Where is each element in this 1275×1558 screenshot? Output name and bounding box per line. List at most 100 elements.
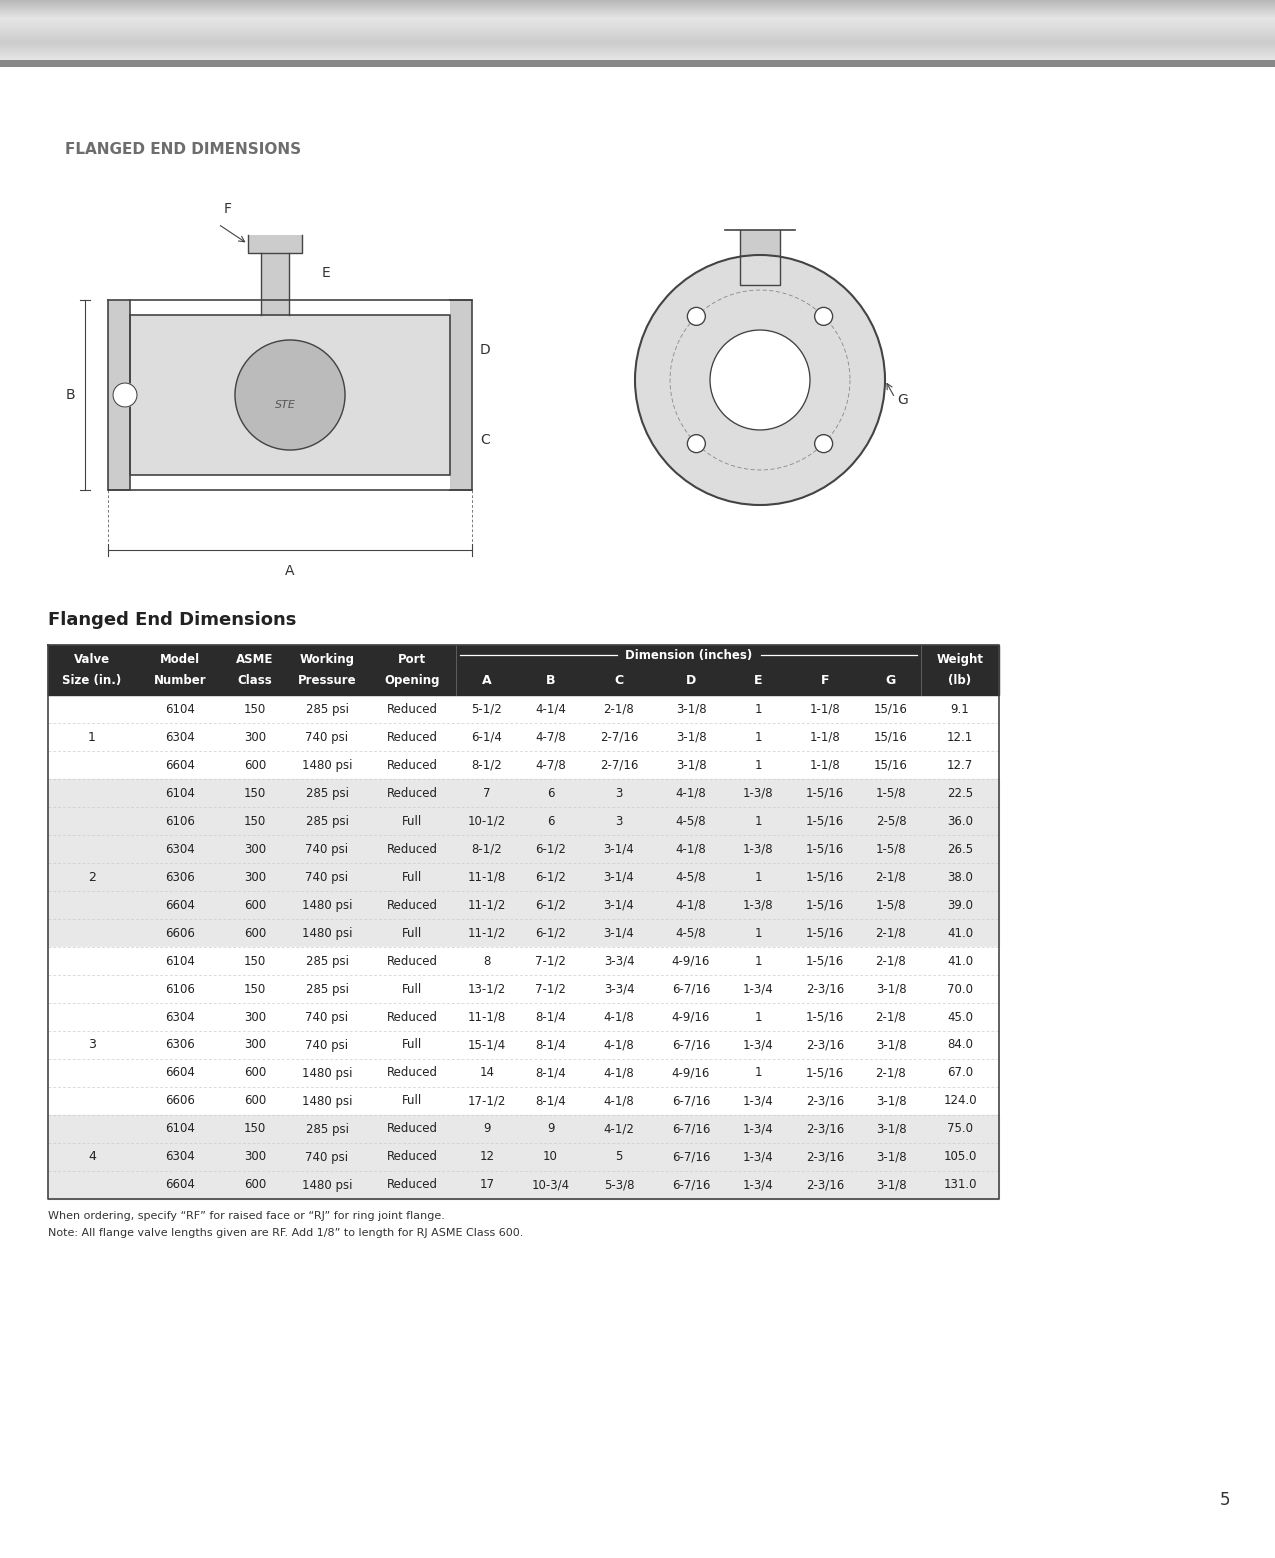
- Text: 11-1/2: 11-1/2: [468, 927, 506, 939]
- Text: 1-5/8: 1-5/8: [876, 787, 907, 799]
- Text: 4-1/8: 4-1/8: [676, 787, 706, 799]
- Text: 600: 600: [244, 899, 266, 911]
- Text: 3: 3: [616, 815, 622, 827]
- Text: 3-3/4: 3-3/4: [603, 955, 635, 968]
- Text: 41.0: 41.0: [947, 927, 973, 939]
- Circle shape: [710, 330, 810, 430]
- Text: 3-1/8: 3-1/8: [876, 1178, 907, 1192]
- Text: 1480 psi: 1480 psi: [302, 1178, 352, 1192]
- Bar: [48, 975, 1000, 1003]
- Text: Opening: Opening: [384, 673, 440, 687]
- Text: 6-7/16: 6-7/16: [672, 1178, 710, 1192]
- Text: 75.0: 75.0: [947, 1122, 973, 1136]
- Text: 39.0: 39.0: [947, 899, 973, 911]
- Text: 600: 600: [244, 1067, 266, 1080]
- Bar: [48, 1087, 1000, 1116]
- Text: 3-1/8: 3-1/8: [876, 1150, 907, 1164]
- Text: 150: 150: [244, 815, 266, 827]
- Text: 1: 1: [755, 955, 761, 968]
- Bar: [48, 723, 1000, 751]
- Text: 285 psi: 285 psi: [306, 815, 348, 827]
- Circle shape: [235, 340, 346, 450]
- Text: 285 psi: 285 psi: [306, 703, 348, 715]
- Text: 6604: 6604: [164, 759, 195, 771]
- Text: 300: 300: [244, 731, 266, 743]
- Text: 4-7/8: 4-7/8: [536, 759, 566, 771]
- Bar: [48, 807, 1000, 835]
- Text: 41.0: 41.0: [947, 955, 973, 968]
- Text: G: G: [886, 673, 896, 687]
- Text: 1480 psi: 1480 psi: [302, 759, 352, 771]
- Text: 1: 1: [755, 1011, 761, 1024]
- Text: 6-1/2: 6-1/2: [536, 927, 566, 939]
- Circle shape: [113, 383, 136, 407]
- Text: C: C: [479, 433, 490, 447]
- Text: 3: 3: [616, 787, 622, 799]
- Bar: [48, 645, 1000, 695]
- Bar: [48, 1172, 1000, 1200]
- Text: 150: 150: [244, 703, 266, 715]
- Text: 6-1/2: 6-1/2: [536, 871, 566, 883]
- Text: 4-1/8: 4-1/8: [603, 1067, 635, 1080]
- Circle shape: [635, 256, 885, 505]
- Text: 300: 300: [244, 1011, 266, 1024]
- Text: 14: 14: [479, 1067, 495, 1080]
- Text: Reduced: Reduced: [386, 1150, 437, 1164]
- Text: 300: 300: [244, 1150, 266, 1164]
- Text: 5-1/2: 5-1/2: [472, 703, 502, 715]
- Text: 1-5/16: 1-5/16: [806, 815, 844, 827]
- Text: 1: 1: [755, 703, 761, 715]
- Text: Note: All flange valve lengths given are RF. Add 1/8” to length for RJ ASME Clas: Note: All flange valve lengths given are…: [48, 1228, 523, 1239]
- Text: G: G: [898, 393, 908, 407]
- Text: 12.7: 12.7: [947, 759, 973, 771]
- Text: 1: 1: [88, 731, 96, 743]
- Text: 8-1/2: 8-1/2: [472, 759, 502, 771]
- Text: 6304: 6304: [166, 1011, 195, 1024]
- Text: 2-7/16: 2-7/16: [599, 731, 639, 743]
- Text: 10: 10: [543, 1150, 558, 1164]
- Text: 1-5/16: 1-5/16: [806, 1067, 844, 1080]
- Text: 1-3/4: 1-3/4: [742, 1122, 774, 1136]
- Text: 2-3/16: 2-3/16: [806, 1150, 844, 1164]
- Text: 740 psi: 740 psi: [306, 1039, 348, 1052]
- Text: 3-1/8: 3-1/8: [876, 1039, 907, 1052]
- Text: 285 psi: 285 psi: [306, 787, 348, 799]
- Text: 2-3/16: 2-3/16: [806, 983, 844, 996]
- Text: 3: 3: [88, 1039, 96, 1052]
- Text: 740 psi: 740 psi: [306, 1150, 348, 1164]
- Circle shape: [687, 435, 705, 453]
- Text: 150: 150: [244, 1122, 266, 1136]
- Text: Full: Full: [402, 927, 422, 939]
- Text: 1-5/16: 1-5/16: [806, 787, 844, 799]
- Text: 150: 150: [244, 955, 266, 968]
- Text: 2-1/8: 2-1/8: [876, 871, 907, 883]
- Circle shape: [815, 307, 833, 326]
- Text: 3-1/8: 3-1/8: [676, 703, 706, 715]
- Text: 1-3/8: 1-3/8: [742, 899, 774, 911]
- Text: 6604: 6604: [164, 899, 195, 911]
- Text: 6-7/16: 6-7/16: [672, 983, 710, 996]
- Text: 1480 psi: 1480 psi: [302, 927, 352, 939]
- Text: 6-7/16: 6-7/16: [672, 1039, 710, 1052]
- Text: Reduced: Reduced: [386, 731, 437, 743]
- Text: Reduced: Reduced: [386, 759, 437, 771]
- Text: Reduced: Reduced: [386, 843, 437, 855]
- Text: 8: 8: [483, 955, 491, 968]
- Text: 17: 17: [479, 1178, 495, 1192]
- Text: When ordering, specify “RF” for raised face or “RJ” for ring joint flange.: When ordering, specify “RF” for raised f…: [48, 1211, 445, 1221]
- Text: 6: 6: [547, 787, 555, 799]
- Text: 6304: 6304: [166, 843, 195, 855]
- Text: 3-1/8: 3-1/8: [676, 731, 706, 743]
- Text: 4-1/8: 4-1/8: [676, 899, 706, 911]
- Text: 4: 4: [88, 1150, 96, 1164]
- Text: 2-5/8: 2-5/8: [876, 815, 907, 827]
- Text: Reduced: Reduced: [386, 955, 437, 968]
- Text: Port: Port: [398, 653, 426, 665]
- Text: Class: Class: [237, 673, 273, 687]
- Text: F: F: [821, 673, 829, 687]
- Text: 22.5: 22.5: [947, 787, 973, 799]
- Text: 7-1/2: 7-1/2: [536, 983, 566, 996]
- Text: 3-1/4: 3-1/4: [603, 871, 635, 883]
- Text: 6-1/4: 6-1/4: [472, 731, 502, 743]
- Text: 1-5/16: 1-5/16: [806, 843, 844, 855]
